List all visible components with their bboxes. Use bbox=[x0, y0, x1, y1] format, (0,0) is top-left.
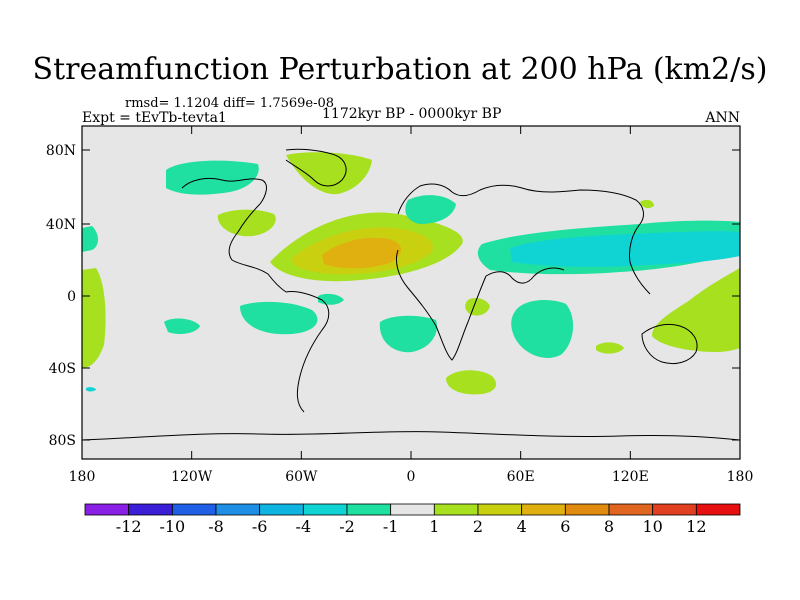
legend-swatch bbox=[608, 503, 654, 516]
lon-label: 120E bbox=[612, 469, 649, 485]
field-north-atlantic-6 bbox=[322, 237, 401, 269]
stats-text: rmsd= 1.1204 diff= 1.7569e-08 bbox=[125, 96, 335, 111]
field-pacific-sw bbox=[86, 387, 96, 392]
legend-swatch bbox=[302, 503, 348, 516]
field-west-edge bbox=[82, 226, 98, 252]
field-pacific-north bbox=[640, 199, 654, 209]
legend-label: 4 bbox=[517, 517, 527, 536]
legend-swatch bbox=[346, 503, 392, 516]
lat-label: 80N bbox=[46, 143, 76, 159]
field-asia-band-cyan bbox=[510, 231, 740, 267]
legend-swatch bbox=[652, 503, 697, 516]
legend-swatch bbox=[433, 503, 479, 516]
legend-label: -4 bbox=[296, 517, 312, 536]
latitude-axis: 80N 40N 0 40S 80S bbox=[46, 143, 740, 449]
lon-label: 60E bbox=[507, 469, 535, 485]
field-south-pacific bbox=[164, 318, 200, 334]
field-na-mid bbox=[217, 209, 276, 237]
contour-fields bbox=[82, 148, 740, 441]
legend-swatch bbox=[390, 503, 435, 516]
legend-label: -1 bbox=[383, 517, 399, 536]
legend-label: 12 bbox=[686, 517, 706, 536]
legend-swatch bbox=[695, 503, 741, 516]
color-legend: -12 -10 -8 -6 -4 -2 -1 1 2 4 6 8 10 12 bbox=[84, 503, 741, 536]
field-north-pacific bbox=[166, 160, 259, 195]
legend-swatch bbox=[521, 503, 566, 516]
legend-swatch bbox=[564, 503, 610, 516]
lon-label: 120W bbox=[171, 469, 213, 485]
legend-label: -12 bbox=[116, 517, 142, 536]
legend-swatch bbox=[171, 503, 217, 516]
legend-swatch bbox=[215, 503, 261, 516]
period-label: 1172kyr BP - 0000kyr BP bbox=[322, 106, 502, 122]
lat-label: 40N bbox=[46, 217, 76, 233]
field-west-pacific bbox=[82, 268, 106, 368]
legend-label: -6 bbox=[252, 517, 268, 536]
field-east-pacific bbox=[652, 268, 740, 352]
legend-swatch bbox=[477, 503, 523, 516]
legend-swatch bbox=[84, 503, 130, 516]
field-indian bbox=[511, 300, 574, 358]
field-south-atlantic-neg bbox=[379, 315, 437, 353]
lat-label: 80S bbox=[49, 433, 76, 449]
lon-label: 0 bbox=[407, 469, 416, 485]
field-amazon bbox=[240, 301, 318, 335]
legend-label: 6 bbox=[560, 517, 570, 536]
legend-label: 2 bbox=[473, 517, 483, 536]
field-europe bbox=[405, 195, 456, 224]
coastlines bbox=[82, 148, 740, 441]
legend-label: -10 bbox=[159, 517, 185, 536]
legend-label: 10 bbox=[642, 517, 662, 536]
lon-label: 180 bbox=[69, 469, 96, 485]
field-indian-south bbox=[446, 370, 497, 395]
field-south-atlantic bbox=[465, 298, 490, 316]
lat-label: 0 bbox=[67, 289, 76, 305]
legend-label: 1 bbox=[429, 517, 439, 536]
experiment-label: Expt = tEvTb-tevta1 bbox=[82, 110, 227, 126]
lon-label: 60W bbox=[285, 469, 318, 485]
legend-label: -8 bbox=[208, 517, 224, 536]
season-label: ANN bbox=[705, 110, 740, 126]
chart-title: Streamfunction Perturbation at 200 hPa (… bbox=[32, 52, 768, 87]
lon-label: 180 bbox=[727, 469, 754, 485]
lat-label: 40S bbox=[49, 361, 76, 377]
legend-swatch bbox=[128, 503, 173, 516]
legend-swatch bbox=[259, 503, 304, 516]
legend-label: -2 bbox=[339, 517, 355, 536]
field-arctic bbox=[286, 152, 372, 195]
longitude-axis: 180 120W 60W 0 60E 120E 180 bbox=[69, 126, 754, 485]
field-australia-south bbox=[596, 342, 624, 354]
legend-label: 8 bbox=[604, 517, 614, 536]
